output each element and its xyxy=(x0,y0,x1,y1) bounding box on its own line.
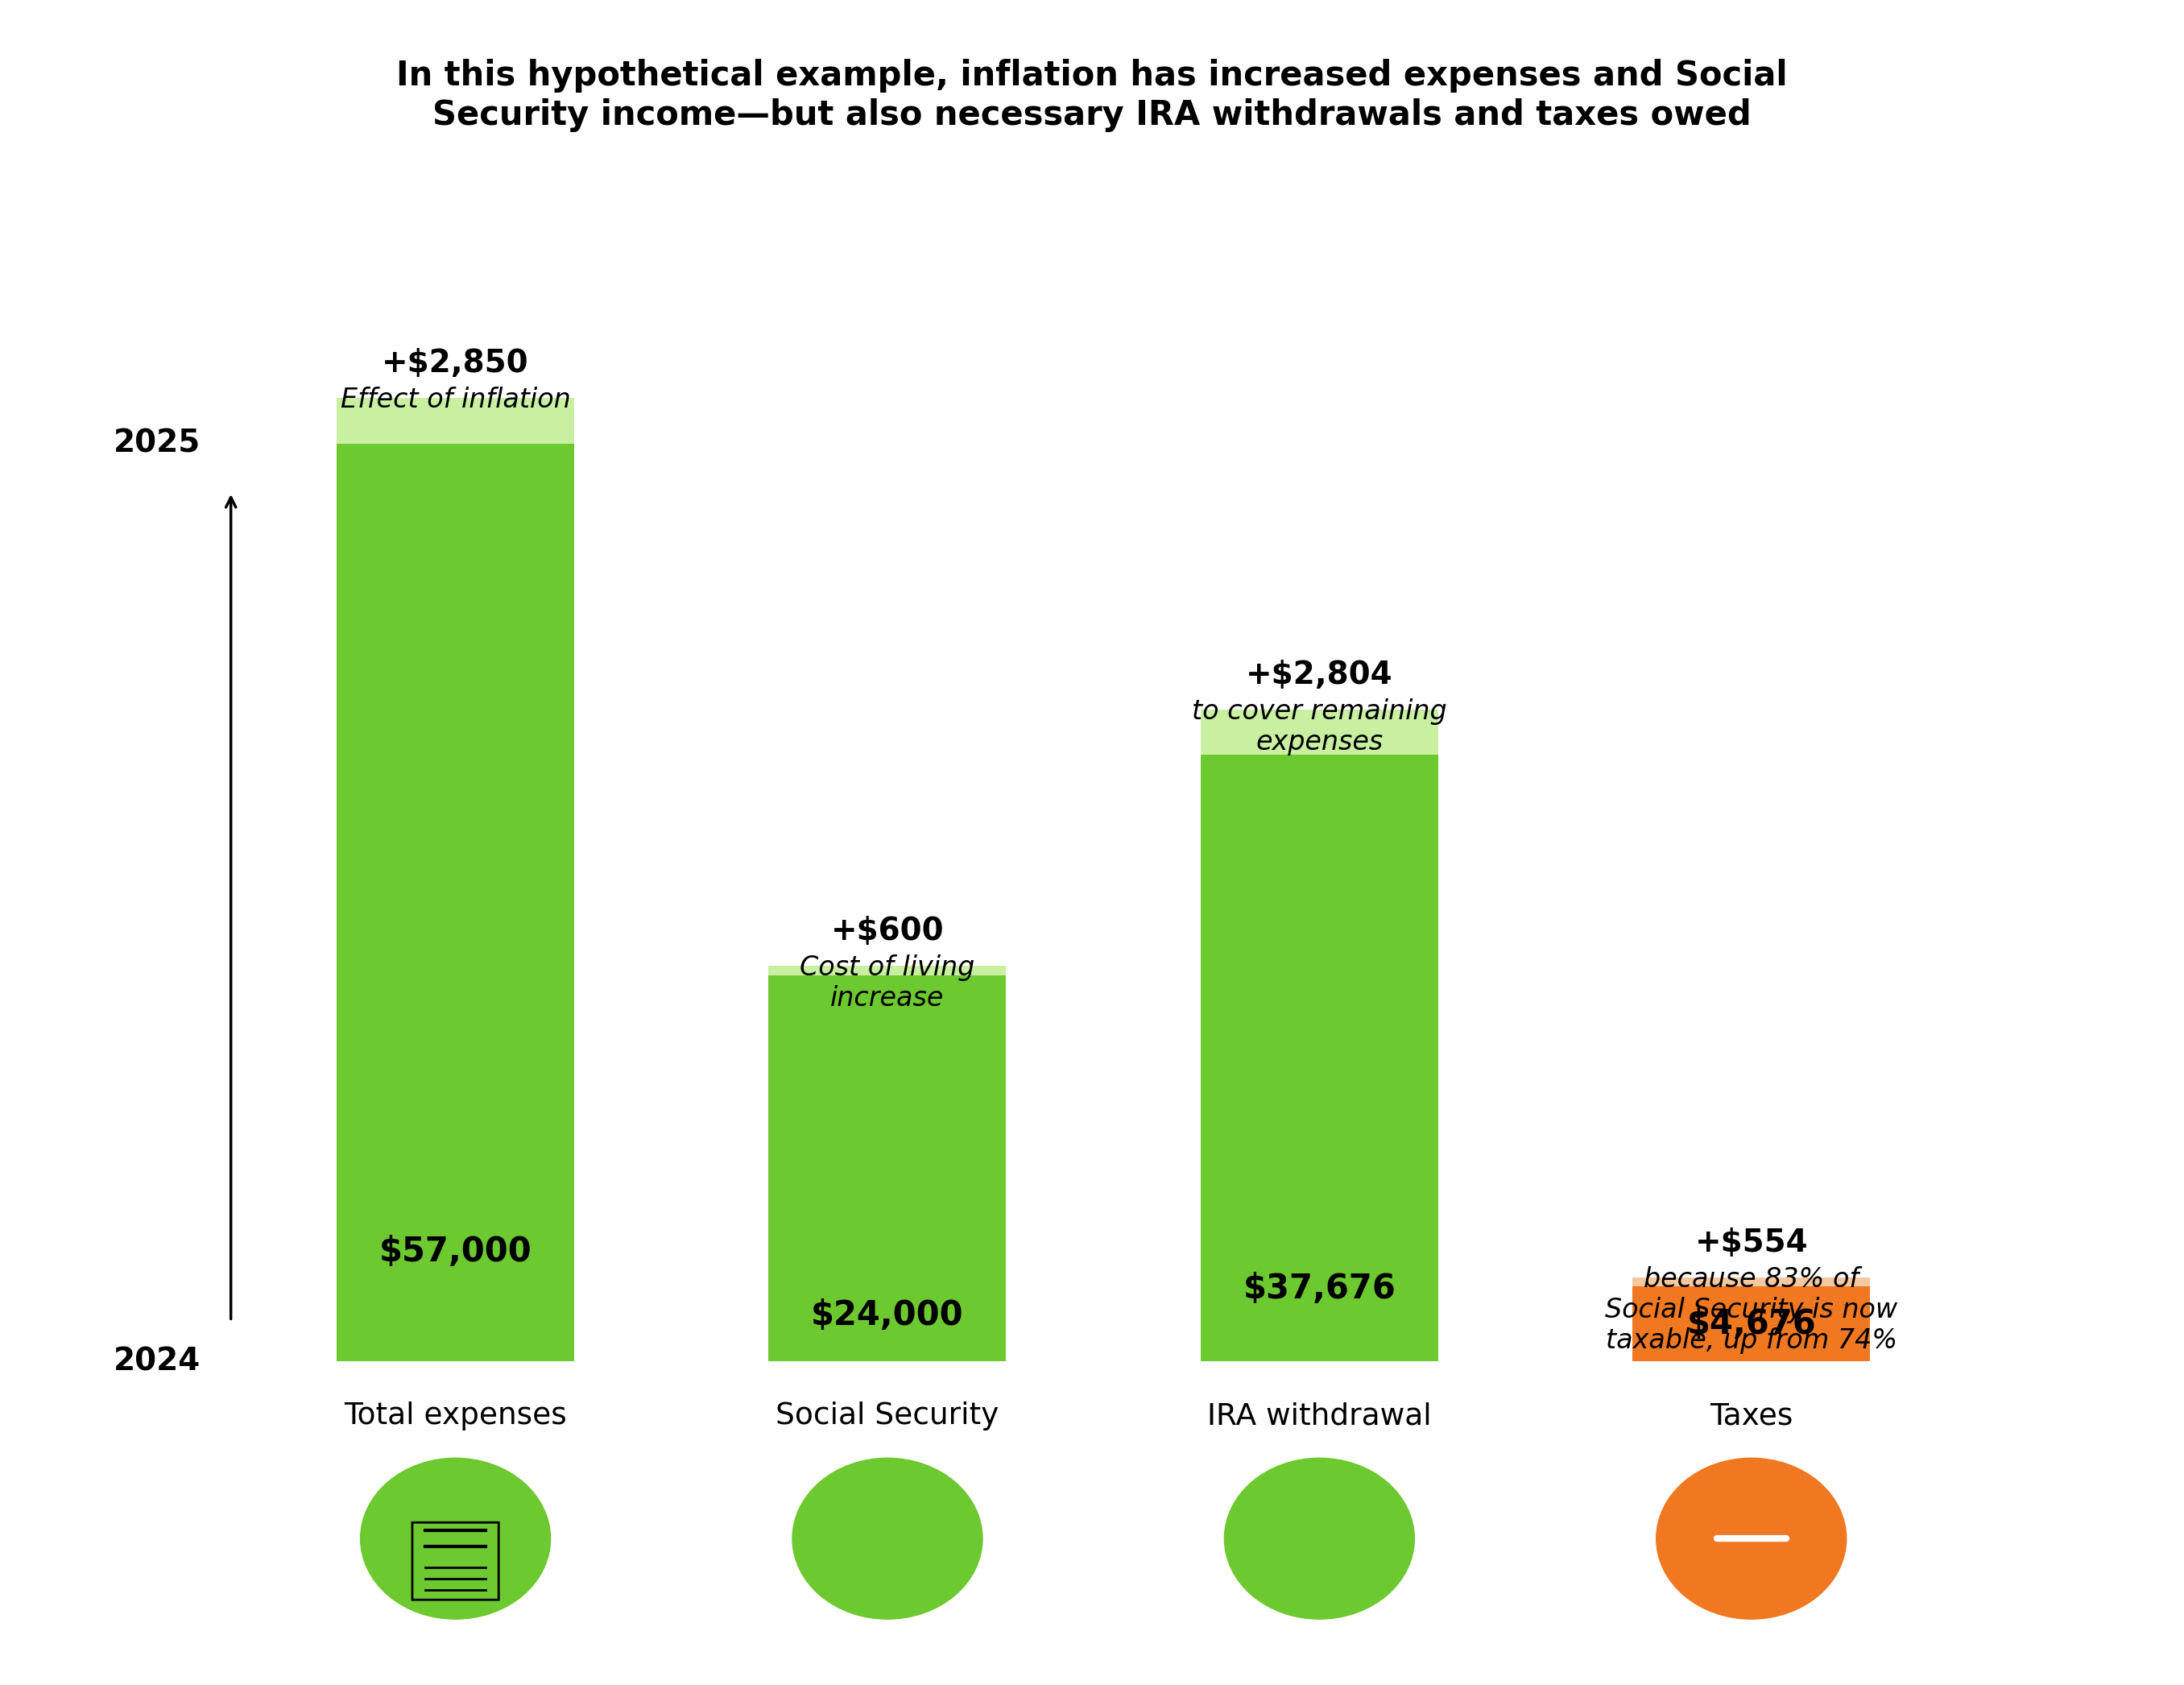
Bar xyxy=(1201,709,1437,755)
Text: +$2,804: +$2,804 xyxy=(1245,661,1393,691)
Text: $57,000: $57,000 xyxy=(380,1235,533,1269)
Text: 2025: 2025 xyxy=(114,428,201,458)
Text: In this hypothetical example, inflation has increased expenses and Social
Securi: In this hypothetical example, inflation … xyxy=(395,59,1789,131)
Text: because 83% of
Social Security is now
taxable, up from 74%: because 83% of Social Security is now ta… xyxy=(1605,1265,1898,1355)
Ellipse shape xyxy=(360,1458,550,1619)
Text: to cover remaining
expenses: to cover remaining expenses xyxy=(1192,699,1446,757)
Text: $37,676: $37,676 xyxy=(1243,1272,1396,1306)
Bar xyxy=(336,443,574,1361)
Bar xyxy=(769,966,1007,976)
Bar xyxy=(1201,755,1437,1361)
Text: IRA withdrawal: IRA withdrawal xyxy=(1208,1402,1431,1431)
Text: +$554: +$554 xyxy=(1695,1227,1808,1259)
Text: 2024: 2024 xyxy=(114,1346,201,1377)
Ellipse shape xyxy=(1655,1458,1845,1619)
Ellipse shape xyxy=(1225,1458,1415,1619)
Bar xyxy=(1631,1277,1870,1286)
Text: Effect of inflation: Effect of inflation xyxy=(341,386,570,413)
Text: +$600: +$600 xyxy=(830,915,943,945)
Bar xyxy=(769,976,1007,1361)
Text: +$2,850: +$2,850 xyxy=(382,347,529,379)
Text: Social Security: Social Security xyxy=(775,1402,998,1431)
Text: Cost of living
increase: Cost of living increase xyxy=(799,954,974,1011)
Text: $24,000: $24,000 xyxy=(810,1297,963,1333)
Text: $4,676: $4,676 xyxy=(1686,1308,1817,1341)
Text: Total expenses: Total expenses xyxy=(345,1402,568,1431)
Bar xyxy=(1631,1286,1870,1361)
Ellipse shape xyxy=(793,1458,983,1619)
Bar xyxy=(336,398,574,443)
Text: Taxes: Taxes xyxy=(1710,1402,1793,1431)
